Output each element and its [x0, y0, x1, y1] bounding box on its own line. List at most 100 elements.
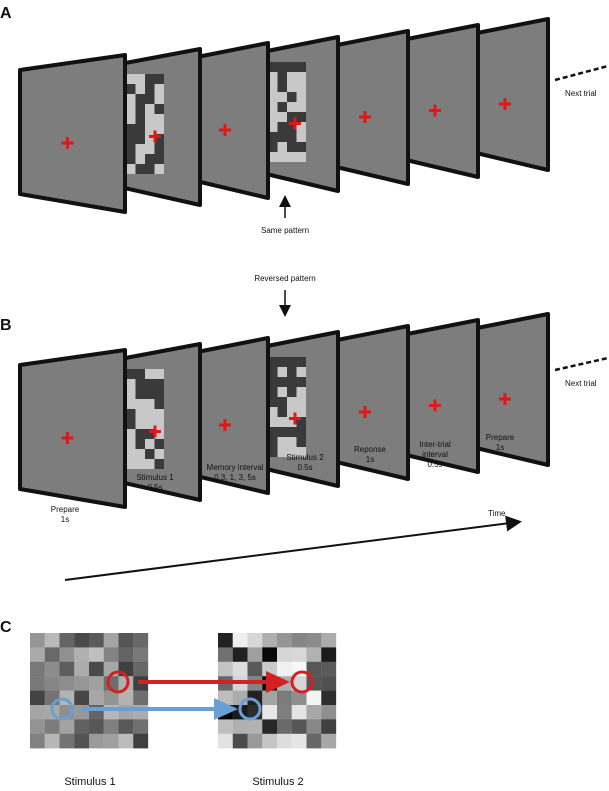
grid-cell [30, 633, 45, 648]
pattern-cell [268, 142, 278, 152]
grid-cell [59, 719, 75, 734]
pattern-cell [154, 154, 164, 164]
grid-cell [291, 690, 307, 706]
grid-cell [44, 647, 60, 662]
grid-cell [118, 690, 134, 706]
fixation-cross [219, 419, 231, 431]
grid-cell [133, 647, 149, 662]
grid-cell [44, 676, 60, 691]
pattern-cell [287, 112, 297, 122]
grid-cell [103, 690, 119, 706]
pattern-cell [296, 62, 306, 72]
pattern-cell [296, 142, 306, 152]
pattern-cell [154, 379, 164, 389]
frame-label: Stimulus 2 [286, 453, 324, 462]
frame-label: 0.5s [147, 483, 162, 492]
grid-cell [30, 733, 45, 749]
grid-cell [291, 719, 307, 734]
pattern-cell [277, 72, 287, 82]
grid-cell [321, 733, 337, 749]
pattern-cell [287, 407, 297, 417]
fixation-cross [219, 124, 231, 136]
pattern-cell [135, 104, 145, 114]
next-trial: Next trial [565, 379, 597, 388]
fixation-cross [149, 425, 161, 438]
frame-label: Reponse [354, 445, 387, 454]
fixation-cross [499, 393, 511, 405]
time-label: Time [488, 509, 506, 518]
frame-label: interval [422, 450, 448, 459]
grid-cell [44, 661, 60, 677]
pattern-cell [135, 429, 145, 439]
grid-cell [306, 633, 322, 648]
grid-cell [247, 661, 263, 677]
circle [238, 697, 262, 721]
grid-cell [103, 633, 119, 648]
frame [18, 53, 127, 214]
grid-cell [218, 661, 233, 677]
grid-cell [30, 719, 45, 734]
pattern-cell [268, 62, 278, 72]
grid-cell [306, 647, 322, 662]
grid-cell [277, 690, 292, 706]
fixation-cross [429, 104, 441, 117]
grid-cell [321, 690, 337, 706]
grid-cell [89, 676, 104, 691]
fixation-cross [149, 130, 161, 143]
annotation: Reversed pattern [254, 274, 315, 283]
pattern-cell [287, 437, 297, 447]
pattern-cell [277, 102, 287, 112]
grid-cell [277, 633, 292, 648]
fixation-cross [289, 412, 301, 425]
grid-cell [30, 676, 45, 691]
fixation-cross [359, 111, 371, 123]
frame [18, 348, 127, 509]
grid-cell [74, 633, 90, 648]
grid-cell [133, 661, 149, 677]
panel-label: B [0, 317, 12, 334]
grid-cell [118, 719, 134, 734]
frame [470, 17, 550, 172]
pattern-cell [135, 114, 145, 124]
grid-cell [74, 647, 90, 662]
pattern-cell [135, 389, 145, 399]
frames-b [18, 312, 550, 509]
pattern-cell [126, 84, 136, 94]
grid-cell [133, 733, 149, 749]
grid-cell [247, 719, 263, 734]
pattern-cell [145, 84, 155, 94]
grid-cell [74, 733, 90, 749]
grid-cell [262, 705, 278, 720]
grid-cell [218, 633, 233, 648]
annotation: Same pattern [261, 226, 309, 235]
arrowhead [266, 671, 290, 693]
grid-cell [321, 661, 337, 677]
pattern-cell [287, 132, 297, 142]
grid-cell [89, 690, 104, 706]
frame-label: Memory interval [207, 463, 264, 472]
circle [50, 697, 74, 721]
pattern-cell [287, 122, 297, 132]
grid-cell [247, 633, 263, 648]
pattern-cell [126, 134, 136, 144]
grid-cell [118, 733, 134, 749]
pattern-cell [145, 379, 155, 389]
time-arrow [64, 515, 522, 581]
pattern-cell [268, 417, 278, 427]
grid-cell [30, 647, 45, 662]
grid-cell [306, 719, 322, 734]
fixation-cross [61, 432, 74, 444]
grid-cell [262, 661, 278, 677]
grid-cell [89, 633, 104, 648]
pattern-cell [277, 387, 287, 397]
pattern-cell [277, 122, 287, 132]
pattern-cell [154, 389, 164, 399]
pattern-cell [135, 164, 145, 174]
frame [190, 41, 270, 200]
pattern-cell [287, 397, 297, 407]
pattern-cell [154, 134, 164, 144]
pattern-cell [135, 439, 145, 449]
grid-cell [262, 633, 278, 648]
grid-cell [232, 647, 248, 662]
